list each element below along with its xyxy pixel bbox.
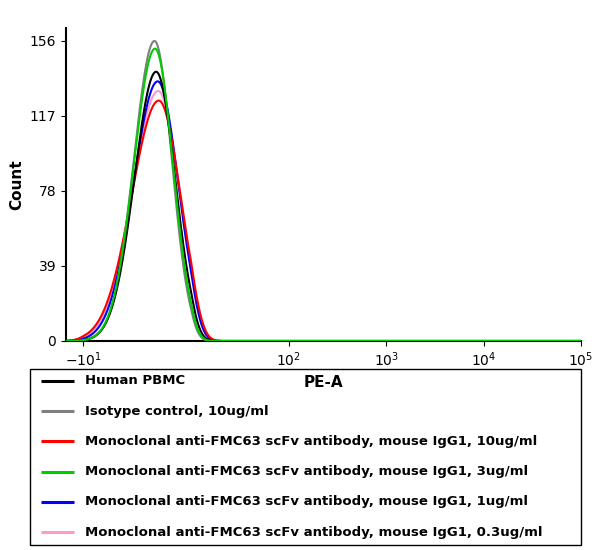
Monoclonal anti-FMC63 scFv antibody, mouse IgG1, 1ug/ml (154, 78, 161, 85)
Monoclonal anti-FMC63 scFv antibody, mouse IgG1, 3ug/ml (62, 338, 69, 344)
Isotype control, 10ug/ml (87, 335, 95, 342)
Monoclonal anti-FMC63 scFv antibody, mouse IgG1, 10ug/ml (155, 97, 162, 104)
Monoclonal anti-FMC63 scFv antibody, mouse IgG1, 10ug/ml (305, 338, 312, 344)
Line: Monoclonal anti-FMC63 scFv antibody, mouse IgG1, 10ug/ml: Monoclonal anti-FMC63 scFv antibody, mou… (66, 101, 581, 341)
Isotype control, 10ug/ml (555, 338, 562, 344)
Text: Isotype control, 10ug/ml: Isotype control, 10ug/ml (85, 405, 269, 417)
Monoclonal anti-FMC63 scFv antibody, mouse IgG1, 3ug/ml (297, 338, 304, 344)
Text: Monoclonal anti-FMC63 scFv antibody, mouse IgG1, 1ug/ml: Monoclonal anti-FMC63 scFv antibody, mou… (85, 496, 528, 508)
Human PBMC (153, 68, 160, 75)
Monoclonal anti-FMC63 scFv antibody, mouse IgG1, 10ug/ml (87, 327, 95, 334)
Monoclonal anti-FMC63 scFv antibody, mouse IgG1, 1ug/ml (555, 338, 562, 344)
Human PBMC (87, 335, 95, 342)
Human PBMC (139, 116, 146, 123)
Text: Human PBMC: Human PBMC (85, 375, 185, 387)
Human PBMC (62, 338, 69, 344)
Monoclonal anti-FMC63 scFv antibody, mouse IgG1, 3ug/ml (139, 92, 146, 98)
Human PBMC (555, 338, 562, 344)
Monoclonal anti-FMC63 scFv antibody, mouse IgG1, 0.3ug/ml (87, 329, 95, 336)
Line: Human PBMC: Human PBMC (66, 72, 581, 341)
Monoclonal anti-FMC63 scFv antibody, mouse IgG1, 10ug/ml (577, 338, 585, 344)
Monoclonal anti-FMC63 scFv antibody, mouse IgG1, 1ug/ml (130, 177, 137, 184)
Monoclonal anti-FMC63 scFv antibody, mouse IgG1, 0.3ug/ml (577, 338, 585, 344)
Monoclonal anti-FMC63 scFv antibody, mouse IgG1, 3ug/ml (130, 161, 137, 168)
Monoclonal anti-FMC63 scFv antibody, mouse IgG1, 10ug/ml (139, 137, 146, 144)
Isotype control, 10ug/ml (77, 337, 84, 344)
Line: Monoclonal anti-FMC63 scFv antibody, mouse IgG1, 3ug/ml: Monoclonal anti-FMC63 scFv antibody, mou… (66, 48, 581, 341)
Text: Monoclonal anti-FMC63 scFv antibody, mouse IgG1, 0.3ug/ml: Monoclonal anti-FMC63 scFv antibody, mou… (85, 526, 543, 538)
Text: Monoclonal anti-FMC63 scFv antibody, mouse IgG1, 10ug/ml: Monoclonal anti-FMC63 scFv antibody, mou… (85, 435, 537, 448)
Monoclonal anti-FMC63 scFv antibody, mouse IgG1, 0.3ug/ml (77, 336, 84, 342)
Line: Isotype control, 10ug/ml: Isotype control, 10ug/ml (66, 41, 581, 341)
Line: Monoclonal anti-FMC63 scFv antibody, mouse IgG1, 1ug/ml: Monoclonal anti-FMC63 scFv antibody, mou… (66, 81, 581, 341)
Human PBMC (429, 338, 437, 344)
X-axis label: PE-A: PE-A (304, 375, 343, 390)
Monoclonal anti-FMC63 scFv antibody, mouse IgG1, 10ug/ml (130, 181, 137, 188)
Monoclonal anti-FMC63 scFv antibody, mouse IgG1, 0.3ug/ml (429, 338, 437, 344)
Text: Monoclonal anti-FMC63 scFv antibody, mouse IgG1, 3ug/ml: Monoclonal anti-FMC63 scFv antibody, mou… (85, 465, 528, 478)
Human PBMC (130, 179, 137, 186)
Monoclonal anti-FMC63 scFv antibody, mouse IgG1, 3ug/ml (77, 337, 84, 344)
Monoclonal anti-FMC63 scFv antibody, mouse IgG1, 10ug/ml (62, 338, 69, 344)
Isotype control, 10ug/ml (130, 157, 137, 163)
Human PBMC (577, 338, 585, 344)
Monoclonal anti-FMC63 scFv antibody, mouse IgG1, 1ug/ml (139, 124, 146, 130)
Monoclonal anti-FMC63 scFv antibody, mouse IgG1, 3ug/ml (152, 45, 159, 52)
Monoclonal anti-FMC63 scFv antibody, mouse IgG1, 10ug/ml (555, 338, 562, 344)
Monoclonal anti-FMC63 scFv antibody, mouse IgG1, 1ug/ml (62, 338, 69, 344)
Monoclonal anti-FMC63 scFv antibody, mouse IgG1, 10ug/ml (77, 334, 84, 341)
Monoclonal anti-FMC63 scFv antibody, mouse IgG1, 1ug/ml (577, 338, 585, 344)
Monoclonal anti-FMC63 scFv antibody, mouse IgG1, 1ug/ml (87, 332, 95, 338)
Monoclonal anti-FMC63 scFv antibody, mouse IgG1, 3ug/ml (429, 338, 437, 344)
Monoclonal anti-FMC63 scFv antibody, mouse IgG1, 1ug/ml (302, 338, 310, 344)
Isotype control, 10ug/ml (577, 338, 585, 344)
Isotype control, 10ug/ml (62, 338, 69, 344)
Monoclonal anti-FMC63 scFv antibody, mouse IgG1, 10ug/ml (429, 338, 437, 344)
Monoclonal anti-FMC63 scFv antibody, mouse IgG1, 0.3ug/ml (62, 338, 69, 344)
Human PBMC (300, 338, 307, 344)
Human PBMC (77, 337, 84, 344)
Isotype control, 10ug/ml (295, 338, 302, 344)
Line: Monoclonal anti-FMC63 scFv antibody, mouse IgG1, 0.3ug/ml: Monoclonal anti-FMC63 scFv antibody, mou… (66, 91, 581, 341)
Monoclonal anti-FMC63 scFv antibody, mouse IgG1, 0.3ug/ml (155, 87, 162, 94)
Monoclonal anti-FMC63 scFv antibody, mouse IgG1, 0.3ug/ml (139, 129, 146, 136)
Isotype control, 10ug/ml (429, 338, 437, 344)
Monoclonal anti-FMC63 scFv antibody, mouse IgG1, 1ug/ml (77, 336, 84, 343)
Monoclonal anti-FMC63 scFv antibody, mouse IgG1, 0.3ug/ml (130, 177, 137, 184)
Isotype control, 10ug/ml (139, 84, 146, 90)
Monoclonal anti-FMC63 scFv antibody, mouse IgG1, 0.3ug/ml (304, 338, 311, 344)
Monoclonal anti-FMC63 scFv antibody, mouse IgG1, 0.3ug/ml (555, 338, 562, 344)
Monoclonal anti-FMC63 scFv antibody, mouse IgG1, 3ug/ml (555, 338, 562, 344)
Monoclonal anti-FMC63 scFv antibody, mouse IgG1, 1ug/ml (429, 338, 437, 344)
Y-axis label: Count: Count (9, 159, 24, 210)
Monoclonal anti-FMC63 scFv antibody, mouse IgG1, 3ug/ml (87, 335, 95, 342)
Isotype control, 10ug/ml (151, 37, 158, 44)
Monoclonal anti-FMC63 scFv antibody, mouse IgG1, 3ug/ml (577, 338, 585, 344)
